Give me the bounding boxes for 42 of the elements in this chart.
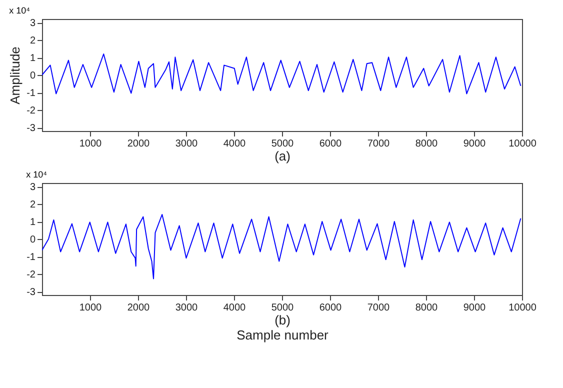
x-tick-label: 5000 (271, 138, 294, 150)
x-tick-label: 10000 (508, 138, 537, 150)
x-tick-label: 8000 (415, 138, 438, 150)
x-tick-label: 7000 (367, 302, 390, 314)
y-tick-label: 1 (30, 217, 36, 228)
y-tick-label: -3 (26, 123, 36, 134)
x-tick-label: 3000 (175, 138, 198, 150)
x-axis-title: (b) (274, 312, 290, 328)
x-tick-label: 4000 (223, 302, 246, 314)
x-tick-label: 5000 (271, 302, 294, 314)
y-tick-label: -3 (26, 287, 36, 298)
x-tick-label: 9000 (463, 302, 486, 314)
x-tick-label: 7000 (367, 138, 390, 150)
x-tick-label: 6000 (319, 302, 342, 314)
x-axis-title: (a) (274, 148, 290, 164)
line-series (42, 214, 522, 280)
y-tick-label: -2 (26, 106, 36, 116)
y-tick-label: -1 (26, 88, 36, 99)
y-tick-label: 3 (30, 182, 36, 193)
x-tick-label: 1000 (79, 302, 102, 314)
x-tick-label: 2000 (127, 138, 150, 150)
y-tick-label: 2 (30, 200, 36, 210)
x-tick-label: 3000 (175, 302, 198, 314)
x-tick-label: 9000 (463, 138, 486, 150)
y-tick-label: 2 (30, 36, 36, 46)
y-tick-label: 3 (30, 18, 36, 29)
x-tick-label: 2000 (127, 302, 150, 314)
y-tick-label: 0 (30, 70, 36, 82)
y-axis-title: Amplitude (8, 46, 23, 104)
x-tick-label: 1000 (79, 138, 102, 150)
y-tick-label: -1 (26, 252, 36, 263)
y-tick-label: 0 (30, 234, 36, 246)
chart-title: x 10⁴ (9, 6, 30, 16)
x-tick-label: 6000 (319, 138, 342, 150)
x-tick-label: 4000 (223, 138, 246, 150)
text: Sample number (236, 328, 330, 342)
x-tick-label: 10000 (508, 302, 537, 314)
chart-title: x 10⁴ (26, 170, 48, 180)
line-series (42, 54, 522, 94)
x-tick-label: 8000 (415, 302, 438, 314)
y-tick-label: 1 (30, 53, 36, 64)
y-tick-label: -2 (26, 270, 36, 280)
